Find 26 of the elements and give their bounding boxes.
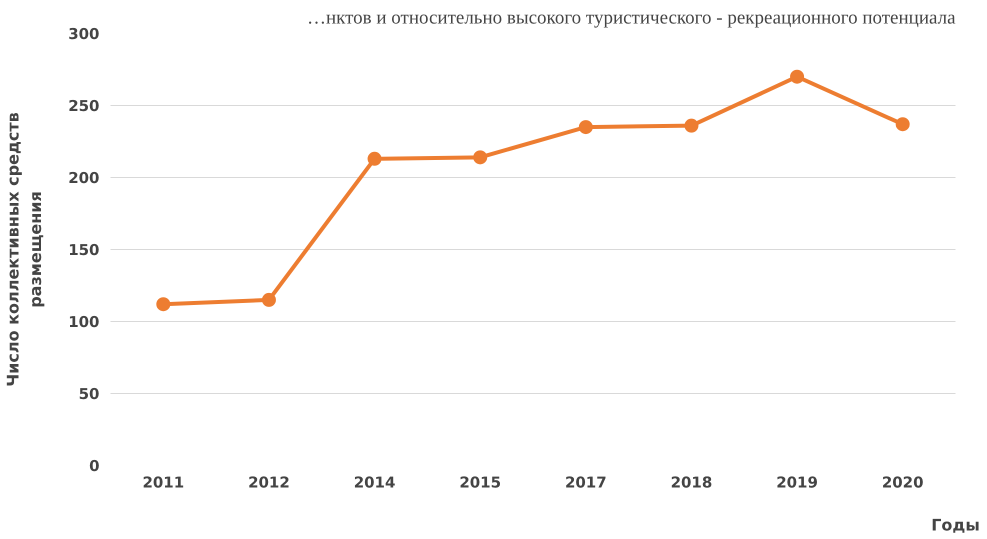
y-tick-label: 100 [68, 313, 100, 331]
point [156, 297, 170, 312]
x-tick-label: 2015 [459, 474, 502, 492]
text: …нктов и относительно высокого туристического - рекреационного потенциала [306, 8, 956, 28]
x-tick-label: 2014 [354, 474, 396, 492]
point [368, 152, 382, 166]
y-tick-label: 250 [68, 97, 100, 115]
x-tick-label: 2017 [564, 474, 607, 492]
x-tick-label: 2020 [882, 474, 924, 492]
y-tick-label: 200 [68, 169, 100, 187]
y-axis-title: Число коллективных средств размещения [3, 112, 46, 387]
y-tick-label: 50 [78, 385, 100, 403]
point [473, 150, 488, 164]
point [896, 117, 910, 132]
point [790, 70, 804, 84]
x-tick-label: 2011 [142, 474, 184, 492]
x-axis-title: Годы [931, 516, 980, 534]
y-tick-label: 300 [68, 25, 100, 43]
x-tick-label: 2018 [670, 474, 712, 492]
point [578, 120, 593, 134]
y-tick-label: 150 [68, 241, 100, 259]
point [262, 292, 276, 307]
point [684, 118, 698, 133]
x-tick-label: 2012 [248, 474, 290, 492]
x-tick-label: 2019 [776, 474, 818, 492]
y-tick-label: 0 [89, 457, 100, 475]
